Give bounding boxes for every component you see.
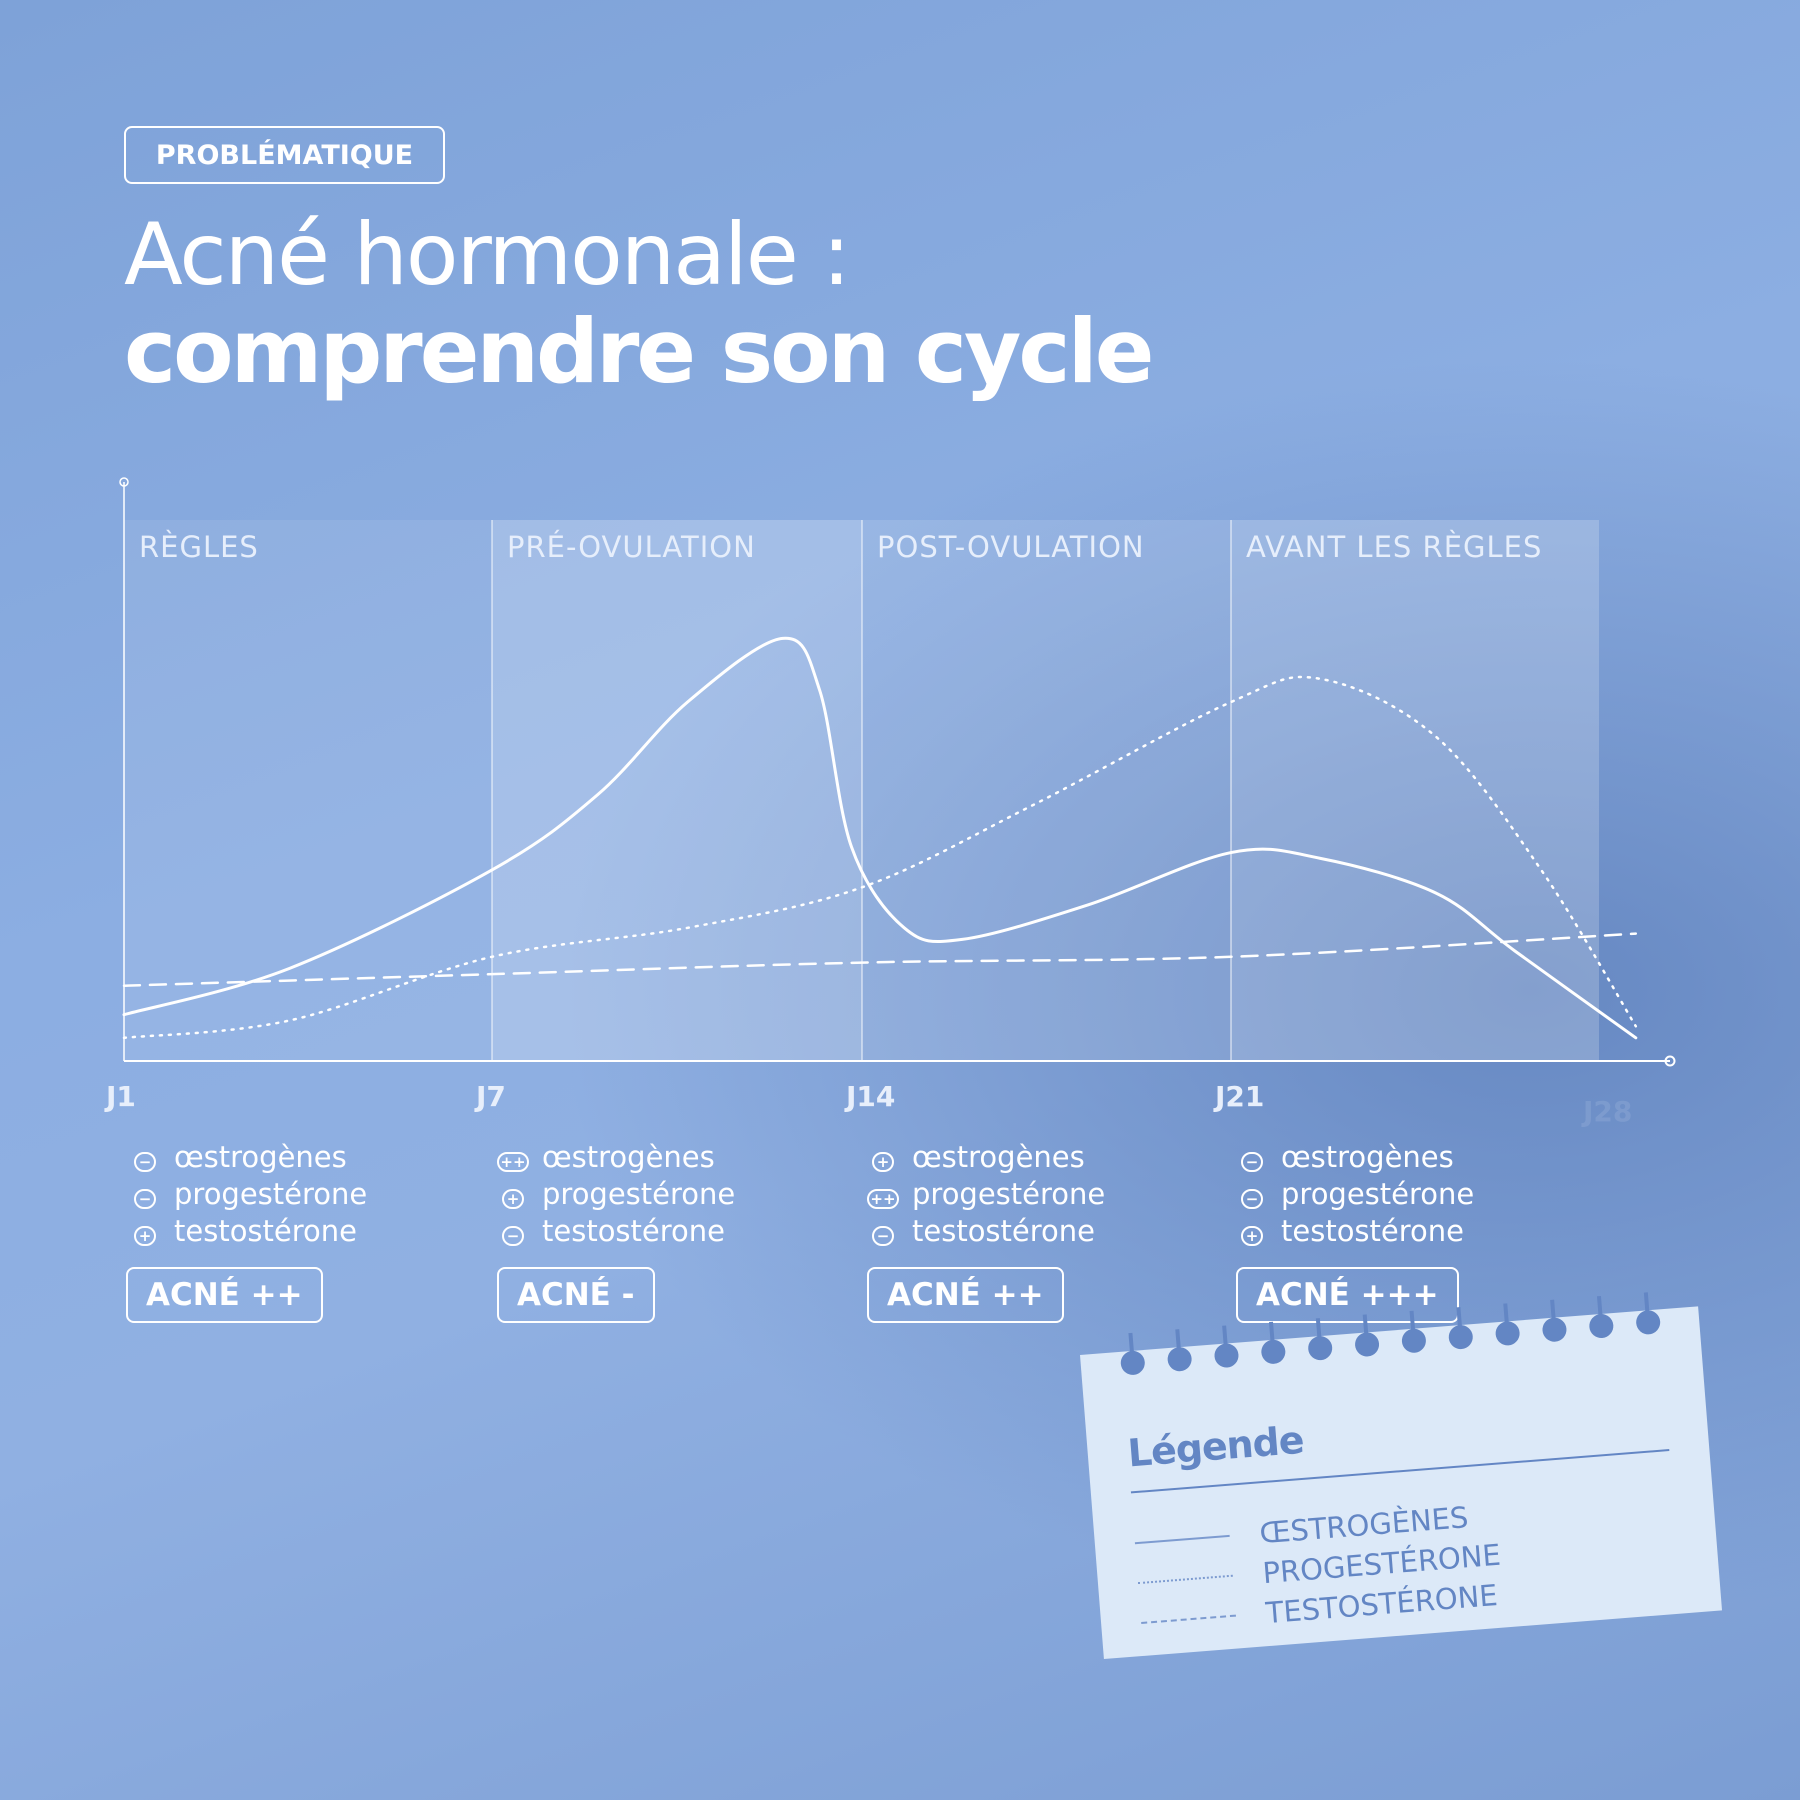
hormone-row: + testostérone — [1235, 1212, 1474, 1249]
hormone-list: + œstrogènes ++ progestérone − testostérone — [866, 1138, 1105, 1249]
minus-circle-icon: − — [866, 1214, 900, 1248]
hormone-row: ++ progestérone — [866, 1175, 1105, 1212]
y-axis-end-icon — [119, 477, 129, 487]
dotted-line-swatch — [1138, 1574, 1233, 1585]
plus-circle-icon: ++ — [866, 1177, 900, 1211]
hormone-label: œstrogènes — [542, 1139, 715, 1174]
page-subtitle: comprendre son cycle — [124, 300, 1154, 403]
acne-level-badge: ACNÉ ++ — [867, 1267, 1064, 1323]
hormone-row: − œstrogènes — [128, 1138, 367, 1175]
acne-level-badge: ACNÉ - — [497, 1267, 655, 1323]
hormone-label: progestérone — [174, 1176, 368, 1211]
hormone-label: progestérone — [542, 1176, 736, 1211]
minus-circle-icon: − — [496, 1214, 530, 1248]
x-tick-label: J28 — [1583, 1095, 1633, 1128]
hormone-row: − testostérone — [496, 1212, 735, 1249]
hormone-row: ++ œstrogènes — [496, 1138, 735, 1175]
hormone-label: progestérone — [912, 1176, 1106, 1211]
phase-band — [1231, 520, 1599, 1061]
series-solid-line — [122, 636, 1638, 1040]
x-tick-label: J7 — [476, 1080, 506, 1113]
plus-circle-icon: + — [866, 1140, 900, 1174]
acne-level-badge: ACNÉ ++ — [126, 1267, 323, 1323]
hormone-row: − testostérone — [866, 1212, 1105, 1249]
hormone-row: − œstrogènes — [1235, 1138, 1474, 1175]
hormone-row: − progestérone — [1235, 1175, 1474, 1212]
x-tick-label: J14 — [846, 1080, 896, 1113]
hormone-label: testostérone — [1281, 1213, 1465, 1248]
minus-circle-icon: − — [128, 1177, 162, 1211]
series-dotted-line — [122, 675, 1638, 1040]
hormone-label: œstrogènes — [912, 1139, 1085, 1174]
hormone-label: œstrogènes — [174, 1139, 347, 1174]
hormone-label: testostérone — [912, 1213, 1096, 1248]
minus-circle-icon: − — [128, 1140, 162, 1174]
hormone-label: testostérone — [542, 1213, 726, 1248]
legend-title: Légende — [1126, 1417, 1306, 1476]
plus-circle-icon: + — [128, 1214, 162, 1248]
hormone-list: ++ œstrogènes + progestérone − testostérone — [496, 1138, 735, 1249]
hormone-list: − œstrogènes − progestérone + testostérone — [1235, 1138, 1474, 1249]
phase-band — [124, 520, 492, 1061]
phase-label: POST-OVULATION — [877, 530, 1145, 564]
phase-label: AVANT LES RÈGLES — [1246, 530, 1543, 564]
phase-label: RÈGLES — [139, 530, 259, 564]
phase-band — [862, 520, 1231, 1061]
plus-circle-icon: ++ — [496, 1140, 530, 1174]
kicker-badge: PROBLÉMATIQUE — [124, 126, 445, 184]
legend-note: Légende ŒSTROGÈNES PROGESTÉRONE TESTOSTÉ… — [1080, 1292, 1723, 1660]
phase-label: PRÉ-OVULATION — [507, 530, 756, 564]
minus-circle-icon: − — [1235, 1140, 1269, 1174]
page-title: Acné hormonale : — [124, 205, 851, 305]
hormone-row: + testostérone — [128, 1212, 367, 1249]
hormone-list: − œstrogènes − progestérone + testostérone — [128, 1138, 367, 1249]
x-tick-label: J1 — [106, 1080, 136, 1113]
x-axis-end-icon — [1664, 1055, 1676, 1067]
hormone-row: − progestérone — [128, 1175, 367, 1212]
hormone-row: + œstrogènes — [866, 1138, 1105, 1175]
plus-circle-icon: + — [1235, 1214, 1269, 1248]
dashed-line-swatch — [1141, 1614, 1237, 1625]
acne-level-badge: ACNÉ +++ — [1236, 1267, 1459, 1323]
series-dashed-line — [122, 932, 1638, 987]
solid-line-swatch — [1134, 1534, 1230, 1545]
hormone-label: œstrogènes — [1281, 1139, 1454, 1174]
minus-circle-icon: − — [1235, 1177, 1269, 1211]
plus-circle-icon: + — [496, 1177, 530, 1211]
hormone-row: + progestérone — [496, 1175, 735, 1212]
phase-band — [492, 520, 862, 1061]
hormone-label: progestérone — [1281, 1176, 1475, 1211]
hormone-label: testostérone — [174, 1213, 358, 1248]
x-tick-label: J21 — [1215, 1080, 1265, 1113]
